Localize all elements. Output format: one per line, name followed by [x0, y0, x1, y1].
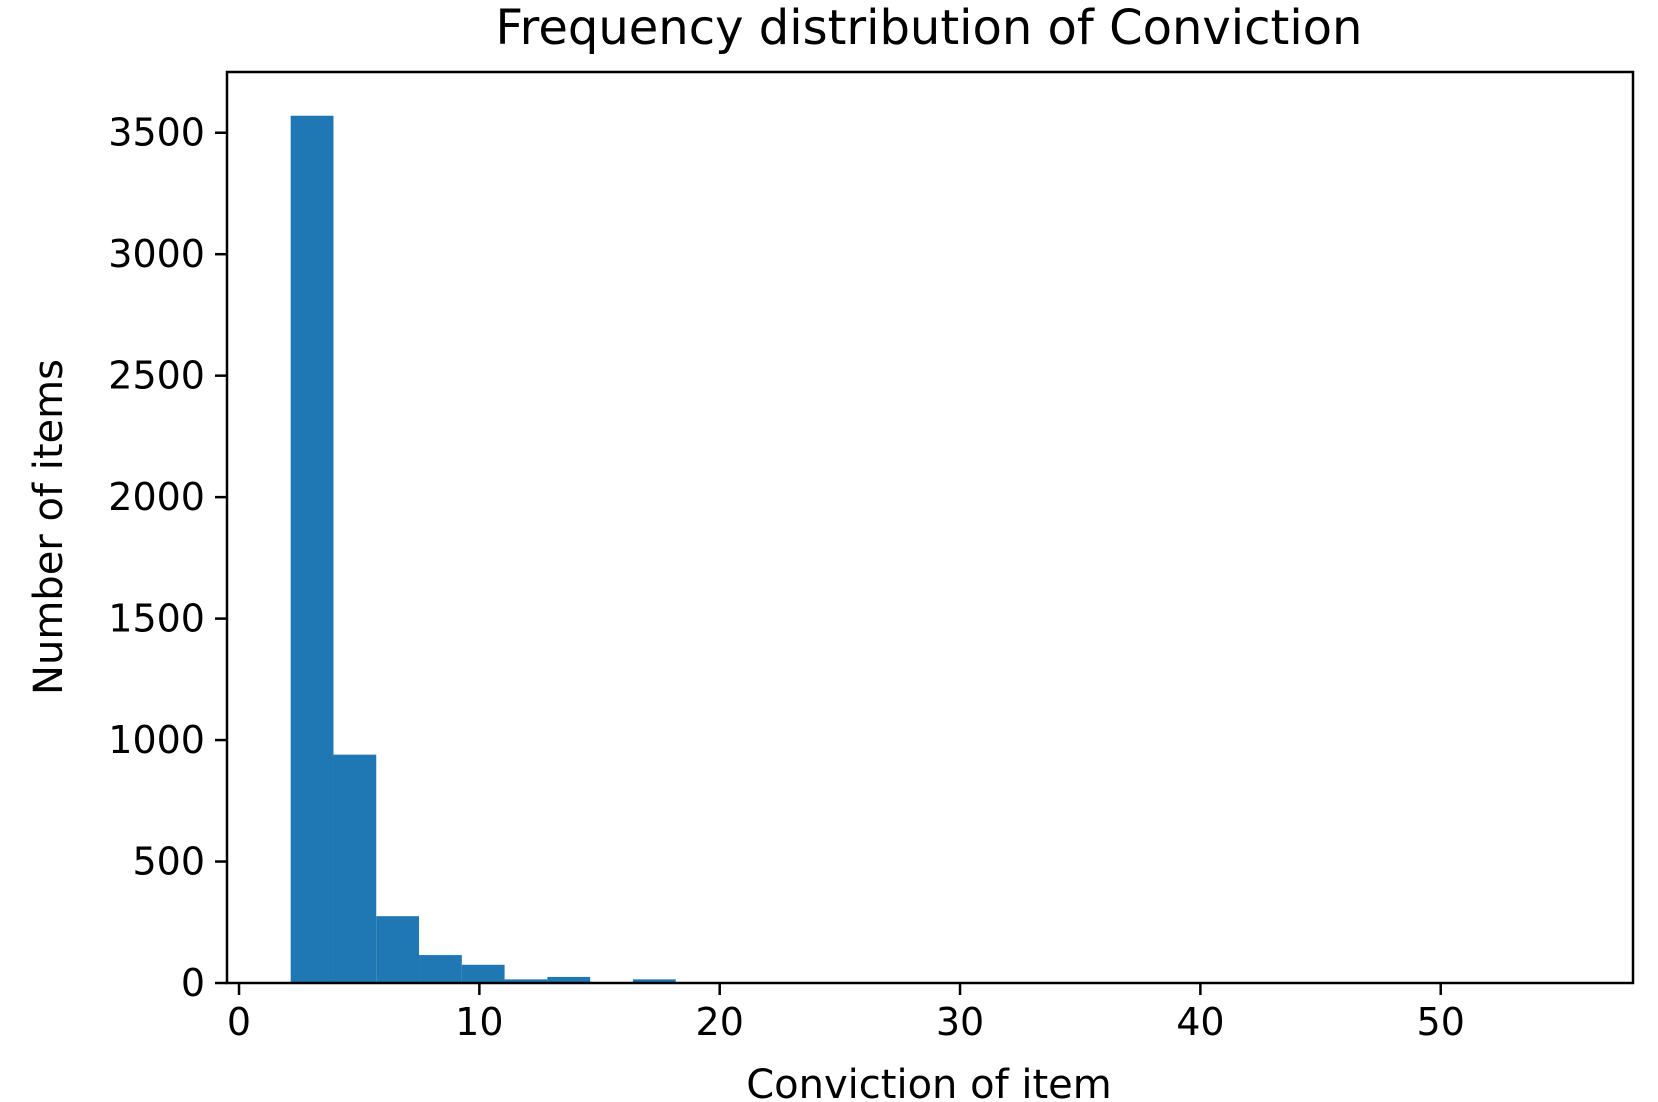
histogram-bar-3: [419, 955, 462, 983]
y-axis-ticks: 0 500 1000 1500 2000 2500 3000 3500: [108, 111, 227, 1005]
histogram-bar-5: [504, 979, 548, 983]
x-tick-label: 10: [455, 1000, 503, 1044]
y-tick-label: 2500: [108, 354, 205, 398]
x-tick-label: 30: [936, 1000, 984, 1044]
histogram-bar-8: [632, 979, 676, 983]
y-tick-label: 0: [181, 961, 205, 1005]
y-tick-label: 2000: [108, 475, 205, 519]
x-axis-ticks: 0 10 20 30 40 50: [227, 983, 1465, 1044]
x-tick-label: 50: [1417, 1000, 1465, 1044]
histogram-bar-4: [461, 964, 505, 983]
x-tick-label: 20: [696, 1000, 744, 1044]
histogram-bar-0: [290, 115, 334, 983]
x-axis-label: Conviction of item: [746, 1062, 1112, 1102]
y-tick-label: 1000: [108, 718, 205, 762]
y-tick-label: 3500: [108, 111, 205, 155]
y-tick-label: 1500: [108, 597, 205, 641]
histogram-bar-1: [333, 754, 377, 983]
bars-group: [290, 115, 1575, 983]
plot-frame: [225, 70, 1635, 985]
histogram-bar-6: [547, 976, 591, 983]
x-tick-label: 40: [1176, 1000, 1224, 1044]
y-tick-label: 3000: [108, 232, 205, 276]
histogram-bar-2: [376, 916, 420, 983]
y-axis-label: Number of items: [26, 359, 72, 695]
chart-title: Frequency distribution of Conviction: [496, 0, 1363, 56]
x-tick-label: 0: [227, 1000, 251, 1044]
y-tick-label: 500: [132, 840, 205, 884]
